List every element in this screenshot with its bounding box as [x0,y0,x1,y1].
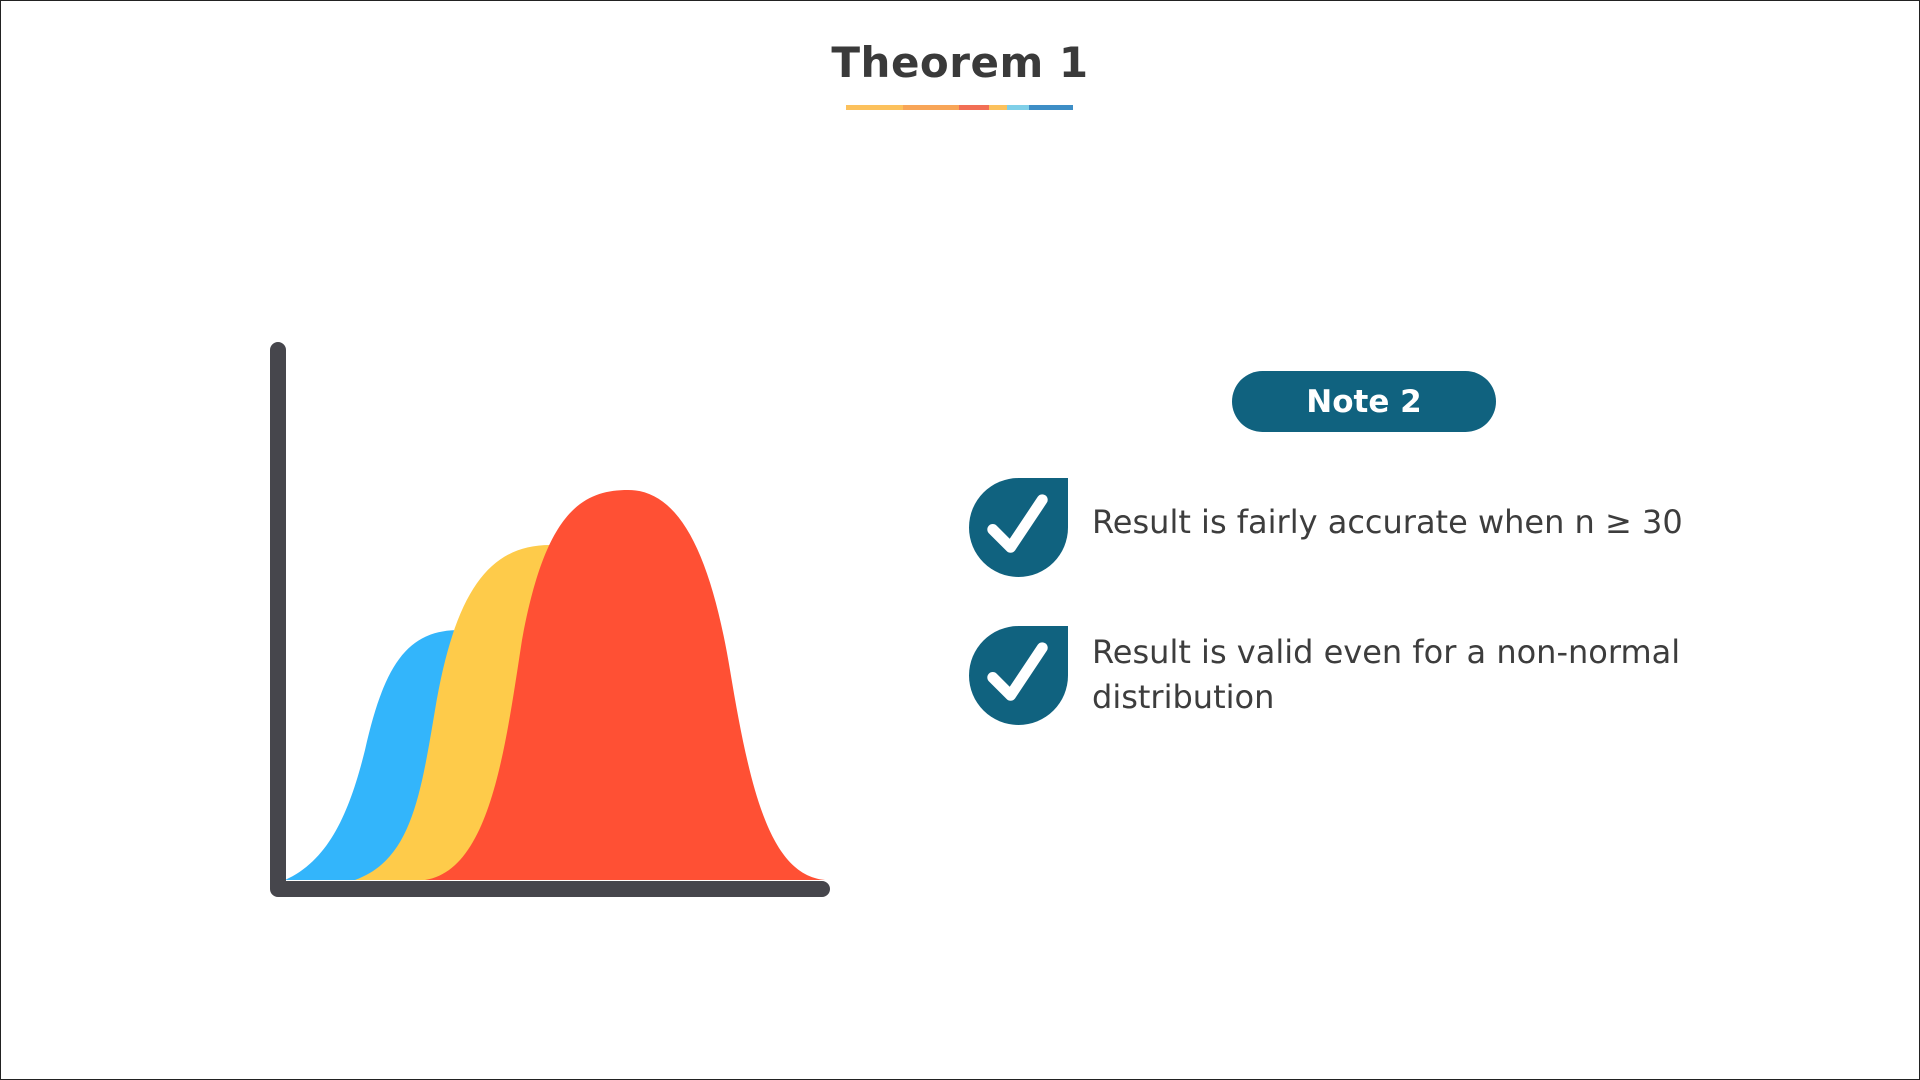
checkmark-icon [969,626,1068,725]
check-item-text: Result is fairly accurate when n ≥ 30 [1092,503,1683,541]
underline-segment [1007,105,1029,110]
chart-axes [270,342,830,897]
underline-segment [903,105,959,110]
checkmark-icon [969,478,1068,577]
underline-segment [1029,105,1073,110]
check-item-text: Result is valid even for a non-normal di… [1092,633,1681,716]
page-title: Theorem 1 [831,38,1089,87]
distribution-illustration [270,342,830,897]
note-badge: Note 2 [1232,371,1496,432]
underline-segment [989,105,1007,110]
title-underline [846,105,1073,110]
underline-segment [846,105,903,110]
underline-segment [959,105,989,110]
check-list-item: Result is fairly accurate when n ≥ 30 [969,478,1712,577]
red-distribution-curve [425,490,825,880]
check-list-item: Result is valid even for a non-normal di… [969,626,1712,725]
